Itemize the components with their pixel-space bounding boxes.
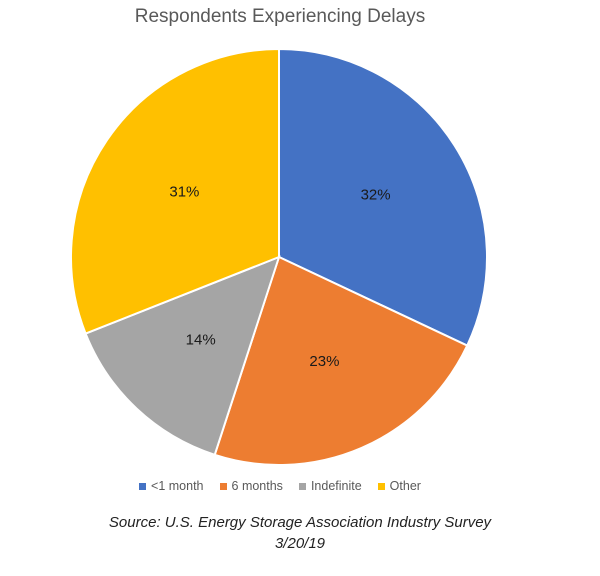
data-label: 14% (186, 331, 216, 348)
pie-slice (278, 47, 488, 347)
legend-label: <1 month (151, 479, 204, 493)
data-label: 31% (169, 184, 199, 201)
data-label: 32% (361, 187, 391, 204)
legend-item: Indefinite (298, 479, 362, 493)
legend-label: Indefinite (310, 479, 362, 493)
legend-swatch (219, 482, 227, 490)
pie-slice (84, 255, 281, 457)
source-line: Source: U.S. Energy Storage Association … (108, 514, 492, 531)
legend-label: 6 months (231, 479, 283, 493)
pie-slice (70, 47, 280, 335)
source-date: 3/20/19 (274, 535, 326, 552)
legend-label: Other (389, 479, 421, 493)
legend-swatch (298, 482, 306, 490)
pie-chart: 32% 23% 14% 31% (70, 47, 488, 466)
legend-item: <1 month (139, 479, 204, 493)
legend-swatch (377, 482, 385, 490)
legend-item: Other (377, 479, 421, 493)
source-note: Source: U.S. Energy Storage Association … (0, 512, 600, 554)
chart-title: Respondents Experiencing Delays (134, 6, 426, 27)
pie-slice (213, 255, 469, 466)
chart-legend: <1 month 6 months Indefinite Other (0, 479, 560, 493)
data-label: 23% (309, 353, 339, 370)
legend-item: 6 months (219, 479, 283, 493)
legend-swatch (139, 482, 147, 490)
